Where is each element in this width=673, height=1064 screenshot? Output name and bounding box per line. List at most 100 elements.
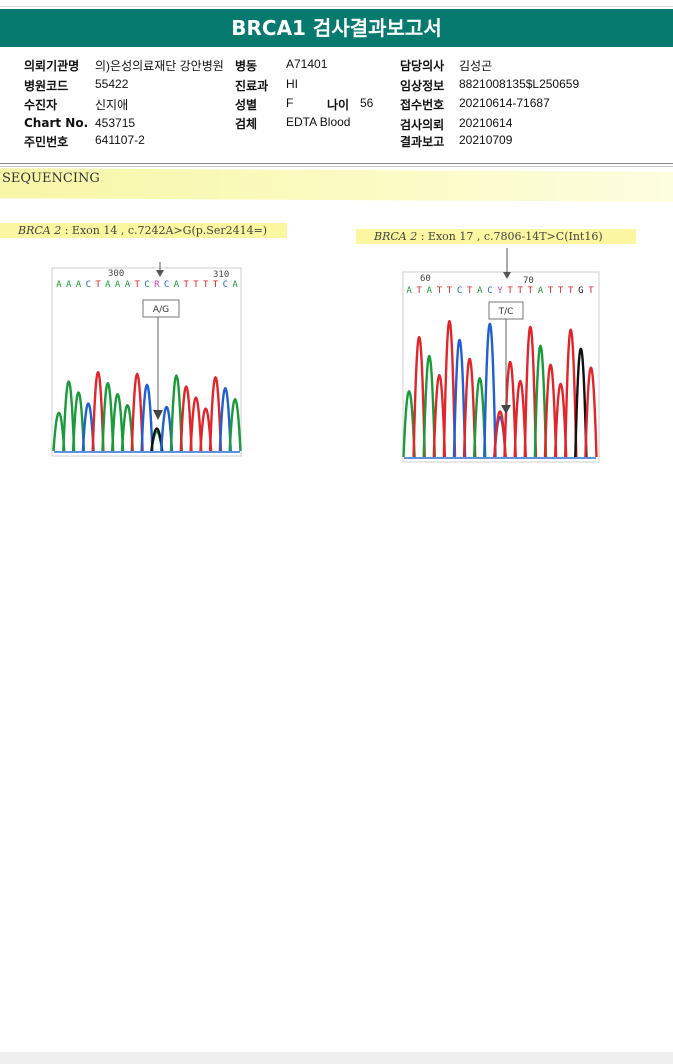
chart-no-label: Chart No. bbox=[24, 116, 89, 130]
trace-peak bbox=[574, 347, 588, 458]
base-letter: G bbox=[578, 286, 583, 296]
dept-value: HI bbox=[286, 77, 298, 91]
base-letter: T bbox=[183, 280, 189, 290]
clinical-label: 임상정보 bbox=[400, 79, 445, 93]
base-letter: C bbox=[86, 280, 91, 290]
doctor-value: 김성곤 bbox=[459, 59, 493, 73]
trace-peak bbox=[584, 366, 598, 458]
chart-no-value: 453715 bbox=[95, 116, 136, 130]
sex-label: 성별 bbox=[235, 98, 258, 112]
divider-line bbox=[0, 166, 673, 167]
base-letter: A bbox=[66, 280, 72, 290]
sequencing-header-band bbox=[0, 168, 673, 202]
base-letter: T bbox=[517, 286, 523, 296]
base-letter: A bbox=[76, 280, 82, 290]
trace-peak bbox=[412, 335, 426, 458]
trace-peak bbox=[228, 398, 242, 452]
receipt-label: 접수번호 bbox=[400, 98, 445, 112]
variant-label-1: BRCA 2 : Exon 14 , c.7242A>G(p.Ser2414=) bbox=[0, 223, 287, 238]
trace-peak bbox=[91, 371, 105, 452]
base-letter: R bbox=[154, 280, 160, 290]
ward-label: 병동 bbox=[235, 59, 258, 73]
base-letter: T bbox=[548, 286, 554, 296]
base-letter: T bbox=[588, 286, 594, 296]
trace-peak bbox=[503, 361, 517, 458]
base-letter: C bbox=[487, 286, 492, 296]
base-letter: C bbox=[223, 280, 228, 290]
base-letter: T bbox=[134, 280, 140, 290]
base-letter: A bbox=[427, 286, 433, 296]
trace-peak bbox=[130, 372, 144, 452]
trace-peak bbox=[101, 381, 115, 452]
variant-1-desc: : Exon 14 , c.7242A>G(p.Ser2414=) bbox=[61, 224, 268, 237]
report-date-label: 결과보고 bbox=[400, 135, 445, 149]
divider-line bbox=[0, 163, 673, 164]
rrn-label: 주민번호 bbox=[24, 135, 69, 149]
page-bottom-bar bbox=[0, 1052, 673, 1064]
trace-peak bbox=[523, 325, 538, 458]
base-letter: A bbox=[477, 286, 483, 296]
base-letter: A bbox=[538, 286, 544, 296]
base-call-arrow-icon bbox=[153, 410, 163, 420]
clinical-value: 8821008135$L250659 bbox=[459, 77, 580, 91]
age-label: 나이 bbox=[327, 98, 350, 112]
trace-peak bbox=[452, 338, 467, 458]
base-letter: T bbox=[558, 286, 564, 296]
trace-peaks bbox=[402, 319, 598, 459]
trace-peak bbox=[111, 393, 125, 452]
base-letter: T bbox=[447, 286, 453, 296]
base-letter: A bbox=[56, 280, 62, 290]
chromatogram-frame bbox=[51, 267, 242, 457]
variant-2-gene: BRCA 2 bbox=[374, 230, 418, 243]
trace-peaks bbox=[52, 371, 242, 453]
position-marker-left: 60 bbox=[420, 274, 431, 284]
base-letter: A bbox=[115, 280, 121, 290]
position-marker-right: 70 bbox=[523, 276, 534, 286]
base-letter: A bbox=[125, 280, 131, 290]
base-letter: T bbox=[203, 280, 209, 290]
receipt-value: 20210614-71687 bbox=[459, 96, 550, 110]
trace-peak bbox=[189, 396, 203, 452]
base-letter: T bbox=[437, 286, 443, 296]
base-letter: T bbox=[507, 286, 513, 296]
age-value: 56 bbox=[360, 96, 374, 110]
base-letter: A bbox=[105, 280, 111, 290]
trace-peak bbox=[483, 323, 497, 458]
base-letter: A bbox=[174, 280, 180, 290]
hospital-code-value: 55422 bbox=[95, 77, 129, 91]
rrn-value: 641107-2 bbox=[95, 133, 145, 147]
request-label: 검사의뢰 bbox=[400, 118, 445, 132]
window-top-edge bbox=[0, 0, 673, 7]
base-call-label: T/C bbox=[498, 307, 514, 317]
trace-peak bbox=[564, 328, 578, 458]
sequencing-section-title: SEQUENCING bbox=[2, 171, 100, 186]
base-call-arrow-icon bbox=[501, 405, 511, 414]
base-letter: C bbox=[144, 280, 149, 290]
base-letter: Y bbox=[497, 286, 503, 296]
trace-peak bbox=[179, 385, 193, 452]
specimen-label: 검체 bbox=[235, 117, 258, 131]
sex-value: F bbox=[286, 96, 294, 110]
ward-value: A71401 bbox=[286, 57, 328, 71]
doctor-label: 담당의사 bbox=[400, 59, 445, 73]
base-letter: T bbox=[193, 280, 199, 290]
trace-peak bbox=[62, 380, 76, 452]
hospital-code-label: 병원코드 bbox=[24, 79, 69, 93]
base-letter: T bbox=[213, 280, 219, 290]
base-letter: T bbox=[467, 286, 473, 296]
trace-peak bbox=[208, 376, 223, 452]
trace-peak bbox=[462, 358, 477, 458]
variant-label-2: BRCA 2 : Exon 17 , c.7806-14T>C(Int16) bbox=[356, 229, 636, 244]
base-letter: T bbox=[416, 286, 422, 296]
base-letter: T bbox=[528, 286, 534, 296]
request-value: 20210614 bbox=[459, 116, 513, 130]
position-marker-right: 310 bbox=[213, 270, 229, 280]
base-letter: C bbox=[164, 280, 169, 290]
base-call-box bbox=[142, 299, 180, 318]
pointer-arrow-icon bbox=[156, 270, 164, 277]
trace-peak bbox=[533, 344, 548, 458]
position-marker-left: 300 bbox=[108, 269, 124, 279]
trace-peak bbox=[169, 374, 183, 452]
